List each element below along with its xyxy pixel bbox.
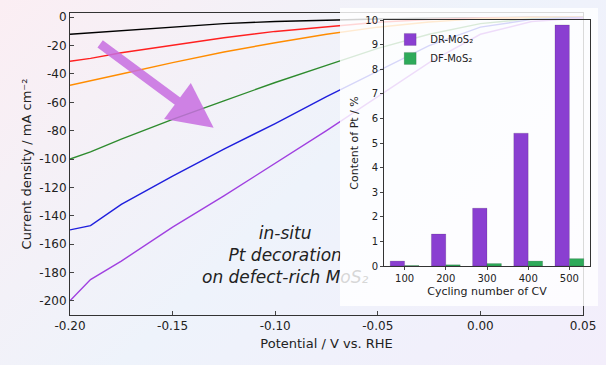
svg-text:-140: -140 <box>39 209 66 223</box>
svg-text:10: 10 <box>365 15 378 26</box>
svg-text:Current density / mA cm⁻²: Current density / mA cm⁻² <box>19 79 34 250</box>
svg-text:-100: -100 <box>39 152 66 166</box>
svg-text:Cycling number of CV: Cycling number of CV <box>427 285 547 298</box>
svg-text:1: 1 <box>372 236 378 247</box>
svg-text:-0.10: -0.10 <box>260 319 291 333</box>
svg-text:-60: -60 <box>47 96 67 110</box>
svg-text:200: 200 <box>436 273 455 284</box>
svg-text:Potential / V vs. RHE: Potential / V vs. RHE <box>260 336 392 351</box>
svg-text:0.05: 0.05 <box>570 319 597 333</box>
svg-text:0: 0 <box>372 261 378 272</box>
svg-text:0: 0 <box>59 10 67 24</box>
svg-text:2: 2 <box>372 211 378 222</box>
svg-text:8: 8 <box>372 64 378 75</box>
svg-text:-0.05: -0.05 <box>362 319 393 333</box>
svg-text:DF-MoS₂: DF-MoS₂ <box>430 53 472 64</box>
svg-text:4: 4 <box>372 162 378 173</box>
svg-text:-20: -20 <box>47 39 67 53</box>
svg-text:0.00: 0.00 <box>467 319 494 333</box>
svg-text:6: 6 <box>372 113 378 124</box>
svg-text:-80: -80 <box>47 124 67 138</box>
svg-text:100: 100 <box>395 273 414 284</box>
svg-text:Content of Pt / %: Content of Pt / % <box>348 96 361 189</box>
svg-text:-120: -120 <box>39 181 66 195</box>
svg-text:400: 400 <box>519 273 538 284</box>
svg-text:in-situPt decorationon defect-: in-situPt decorationon defect-rich MoS₂ <box>202 223 369 287</box>
svg-text:9: 9 <box>372 39 378 50</box>
svg-text:7: 7 <box>372 88 378 99</box>
svg-text:5: 5 <box>372 138 378 149</box>
svg-text:-0.20: -0.20 <box>54 319 85 333</box>
svg-text:DR-MoS₂: DR-MoS₂ <box>430 34 473 45</box>
svg-text:300: 300 <box>477 273 496 284</box>
svg-text:-0.15: -0.15 <box>157 319 188 333</box>
svg-text:-160: -160 <box>39 237 66 251</box>
svg-text:-180: -180 <box>39 266 66 280</box>
svg-text:3: 3 <box>372 187 378 198</box>
svg-text:500: 500 <box>560 273 579 284</box>
svg-text:-200: -200 <box>39 294 66 308</box>
svg-text:-40: -40 <box>47 67 67 81</box>
